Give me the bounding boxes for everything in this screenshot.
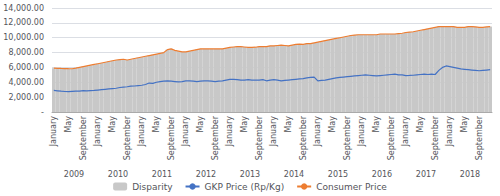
svg-text:September: September [79,115,88,160]
svg-text:January: January [357,116,366,148]
svg-text:May: May [328,116,337,133]
svg-text:6,000.00: 6,000.00 [8,63,44,72]
svg-text:May: May [64,116,73,133]
svg-text:September: September [123,115,132,160]
svg-text:May: May [460,116,469,133]
svg-text:January: January [49,116,58,148]
svg-text:January: January [313,116,322,148]
svg-text:January: January [401,116,410,148]
svg-text:Disparity: Disparity [132,182,173,192]
svg-text:10,000.00: 10,000.00 [3,33,44,42]
svg-text:September: September [211,115,220,160]
svg-text:14,000.00: 14,000.00 [3,4,44,13]
svg-text:4,000.00: 4,000.00 [8,78,44,87]
svg-text:January: January [445,116,454,148]
svg-text:2018: 2018 [460,170,480,179]
svg-text:2011: 2011 [152,170,172,179]
svg-text:May: May [240,116,249,133]
svg-text:May: May [416,116,425,133]
svg-text:September: September [343,115,352,160]
svg-text:Consumer Price: Consumer Price [316,182,387,192]
svg-text:8,000.00: 8,000.00 [8,48,44,57]
svg-text:2015: 2015 [328,170,348,179]
svg-text:2014: 2014 [284,170,304,179]
svg-text:January: January [137,116,146,148]
svg-text:2017: 2017 [416,170,436,179]
svg-text:May: May [372,116,381,133]
svg-text:May: May [108,116,117,133]
svg-text:May: May [284,116,293,133]
svg-text:2,000.00: 2,000.00 [8,93,44,102]
svg-text:2009: 2009 [64,170,84,179]
svg-text:September: September [431,115,440,160]
svg-text:2016: 2016 [372,170,392,179]
svg-text:September: September [255,115,264,160]
svg-text:September: September [167,115,176,160]
svg-text:January: January [93,116,102,148]
svg-text:2012: 2012 [196,170,216,179]
svg-text:2013: 2013 [240,170,260,179]
svg-text:12,000.00: 12,000.00 [3,18,44,27]
svg-text:May: May [196,116,205,133]
svg-text:September: September [387,115,396,160]
svg-text:September: September [475,115,484,160]
svg-text:2010: 2010 [108,170,128,179]
svg-text:May: May [152,116,161,133]
svg-text:September: September [299,115,308,160]
svg-text:GKP Price (Rp/Kg): GKP Price (Rp/Kg) [205,182,285,192]
svg-text:January: January [181,116,190,148]
svg-text:-: - [41,108,44,117]
svg-text:January: January [225,116,234,148]
svg-text:January: January [269,116,278,148]
